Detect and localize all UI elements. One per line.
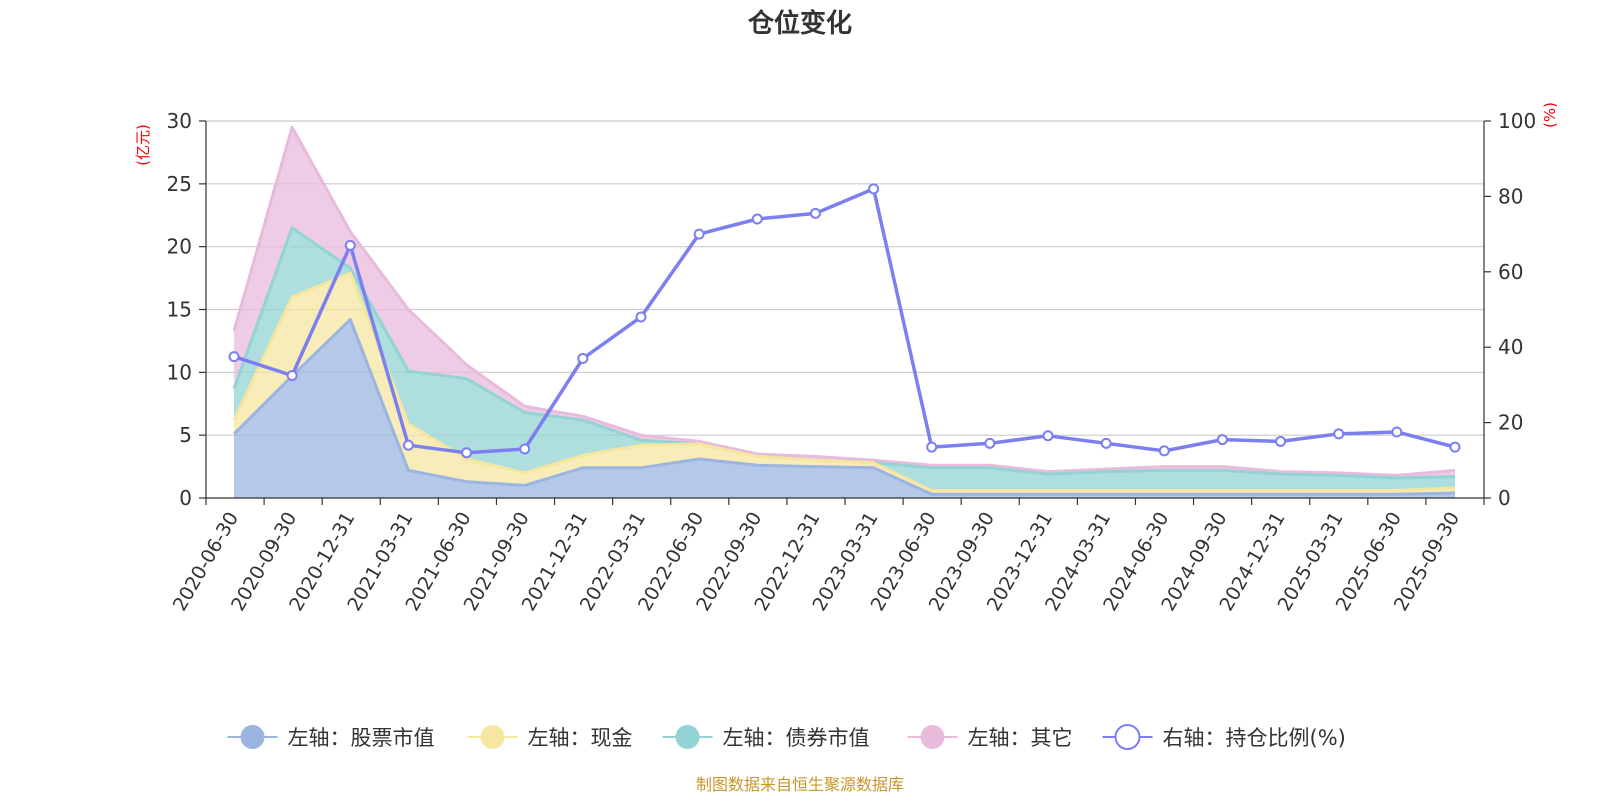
legend-marker xyxy=(480,725,505,749)
legend-marker xyxy=(240,725,265,749)
area-edge-3 xyxy=(232,125,1456,477)
legend-item: 右轴：持仓比例(%) xyxy=(1102,724,1346,750)
data-source-note: 制图数据来自恒生聚源数据库 xyxy=(696,775,904,794)
legend-item: 左轴：其它 xyxy=(907,725,1073,750)
legend-marker xyxy=(675,725,700,749)
area-edge-0 xyxy=(232,318,1456,496)
ratio-point xyxy=(402,439,414,451)
left-tick-label: 15 xyxy=(167,298,192,322)
ratio-point xyxy=(635,311,647,323)
right-tick-label: 60 xyxy=(1498,260,1523,284)
ratio-point xyxy=(1333,428,1345,440)
legend-label: 左轴：债券市值 xyxy=(723,726,870,750)
ratio-point xyxy=(693,228,705,240)
right-tick-label: 20 xyxy=(1498,411,1523,435)
ratio-point xyxy=(1449,441,1461,453)
ratio-point xyxy=(1216,434,1228,446)
ratio-point xyxy=(519,443,531,455)
right-tick-label: 40 xyxy=(1498,335,1523,359)
ratio-point xyxy=(286,369,298,381)
area-1 xyxy=(234,273,1455,495)
left-tick-label: 25 xyxy=(167,172,192,196)
left-tick-label: 5 xyxy=(179,423,192,447)
legend-item: 左轴：股票市值 xyxy=(227,725,435,750)
ratio-point xyxy=(1042,430,1054,442)
left-axis-unit: (亿元) xyxy=(134,124,152,166)
ratio-point xyxy=(751,213,763,225)
legend-item: 左轴：债券市值 xyxy=(662,725,870,750)
left-tick-label: 10 xyxy=(167,360,192,384)
legend-label: 左轴：股票市值 xyxy=(288,726,435,750)
left-tick-label: 20 xyxy=(167,235,192,259)
ratio-point xyxy=(1275,435,1287,447)
legend-marker xyxy=(920,725,945,749)
legend-label: 右轴：持仓比例(%) xyxy=(1163,726,1346,750)
ratio-point xyxy=(868,183,880,195)
legend-label: 左轴：其它 xyxy=(968,726,1073,750)
legend: 左轴：股票市值 左轴：现金 左轴：债券市值 左轴：其它 右轴：持仓比例(%) xyxy=(227,724,1346,750)
ratio-point xyxy=(461,447,473,459)
area-edge-1 xyxy=(232,271,1456,492)
ratio-point xyxy=(344,239,356,251)
legend-item: 左轴：现金 xyxy=(467,725,633,750)
ratio-point xyxy=(809,207,821,219)
ratio-point xyxy=(984,437,996,449)
left-tick-label: 0 xyxy=(179,486,192,510)
right-tick-label: 0 xyxy=(1498,486,1511,510)
ratio-point xyxy=(1100,437,1112,449)
ratio-point xyxy=(1158,445,1170,457)
right-tick-label: 80 xyxy=(1498,184,1523,208)
ratio-line xyxy=(233,187,1456,455)
ratio-point xyxy=(577,353,589,365)
ratio-point xyxy=(926,441,938,453)
left-tick-label: 30 xyxy=(167,109,192,133)
position-ratio-line xyxy=(228,183,1461,459)
chart-title: 仓位变化 xyxy=(747,8,852,39)
right-tick-label: 100 xyxy=(1498,109,1536,133)
legend-label: 左轴：现金 xyxy=(528,726,633,750)
legend-marker xyxy=(1114,724,1141,750)
right-axis-unit: (%) xyxy=(1541,102,1559,128)
ratio-point xyxy=(228,351,240,363)
ratio-point xyxy=(1391,426,1403,438)
